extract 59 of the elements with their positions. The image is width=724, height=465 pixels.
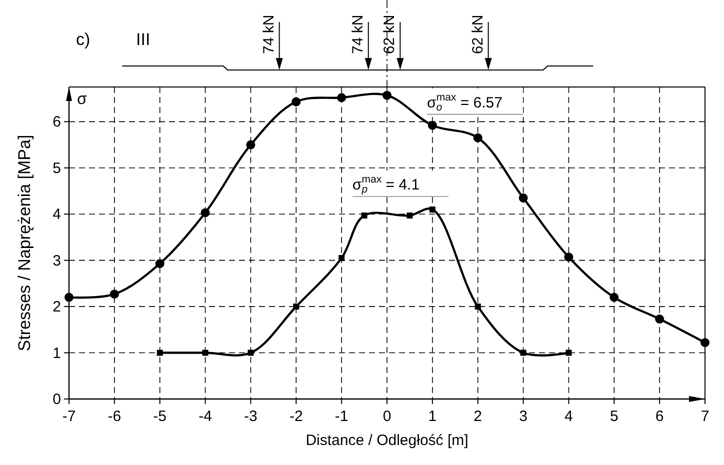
x-tick-label: 4 (564, 408, 573, 425)
y-axis-title: Stresses / Naprężenia [MPa] (15, 134, 34, 352)
point (337, 93, 346, 102)
x-tick-label: 0 (382, 408, 392, 425)
annotation: σ (77, 91, 87, 108)
x-tick-label: 2 (474, 408, 482, 425)
text: 62 kN (381, 14, 398, 54)
point (110, 290, 119, 299)
text: 74 kN (349, 14, 366, 54)
point (246, 140, 256, 150)
point (700, 338, 710, 348)
x-tick-label: -3 (244, 408, 258, 425)
x-tick-label: -5 (153, 408, 167, 425)
point (564, 252, 574, 262)
point (429, 206, 436, 212)
y-tick-label: 2 (52, 298, 61, 316)
text: c) (76, 30, 90, 49)
point (566, 350, 572, 356)
y-tick-label: 0 (52, 391, 61, 408)
point (655, 314, 664, 324)
y-tick-label: 5 (52, 160, 61, 177)
text: III (136, 30, 150, 49)
text: 62 kN (469, 14, 486, 54)
point (474, 304, 481, 310)
point (293, 304, 300, 310)
x-tick-label: 1 (428, 408, 437, 425)
point (406, 212, 413, 218)
x-tick-label: 6 (655, 408, 664, 425)
point (361, 212, 368, 218)
point (248, 350, 254, 356)
point (428, 120, 437, 130)
y-tick-label: 4 (52, 206, 61, 224)
x-tick-label: -4 (198, 408, 212, 425)
x-tick-label: -7 (62, 408, 76, 425)
x-tick-label: 3 (519, 408, 528, 425)
annotation: σ$_{p}$$^{max}$ = 4.1 (352, 174, 420, 196)
x-tick-label: 7 (700, 408, 710, 425)
x-axis-title: Distance / Odległość [m] (306, 432, 468, 449)
x-tick-label: -1 (334, 408, 348, 425)
x-tick-label: -2 (289, 408, 303, 425)
point (200, 208, 210, 218)
x-tick-label: -6 (108, 408, 122, 425)
point (382, 90, 392, 100)
point (338, 255, 345, 262)
point (292, 97, 301, 106)
point (610, 292, 619, 302)
point (202, 350, 208, 356)
point (156, 350, 163, 356)
annotation: σ$_{o}$$^{max}$ = 6.57 (427, 92, 502, 114)
y-tick-label: 3 (52, 252, 61, 270)
point (520, 350, 526, 356)
y-tick-label: 1 (52, 344, 61, 362)
text: 74 kN (260, 14, 278, 54)
x-tick-label: 5 (610, 408, 618, 425)
point (473, 133, 482, 142)
point (155, 259, 164, 268)
y-tick-label: 6 (52, 114, 61, 131)
point (518, 193, 528, 202)
point (64, 292, 74, 302)
